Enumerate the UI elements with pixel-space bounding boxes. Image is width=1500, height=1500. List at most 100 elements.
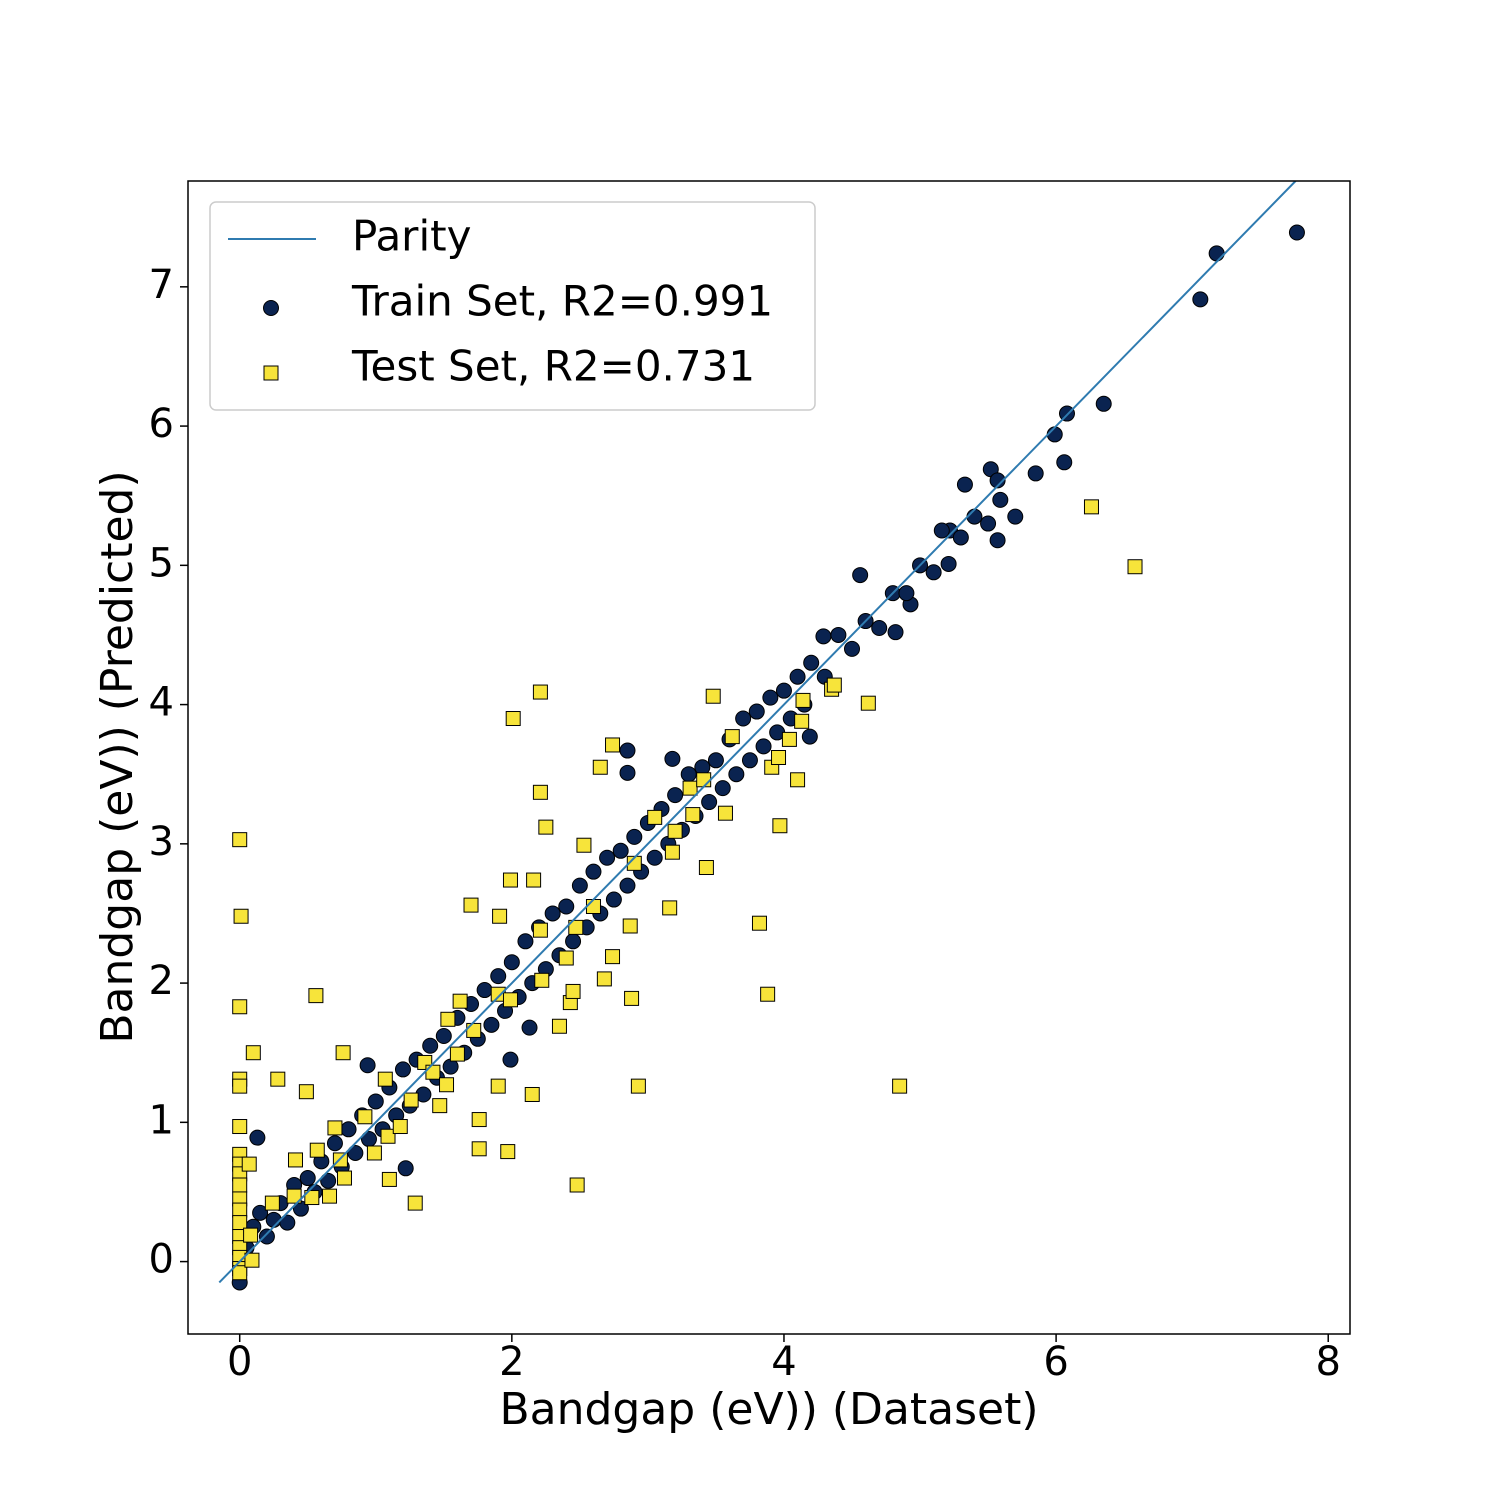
x-tick-label: 8 bbox=[1316, 1339, 1341, 1385]
legend: Parity Train Set, R2=0.991 Test Set, R2=0.… bbox=[209, 201, 816, 411]
data-point bbox=[357, 1109, 373, 1125]
y-tick-label: 2 bbox=[149, 958, 174, 1004]
data-point bbox=[551, 1018, 567, 1034]
data-point bbox=[1208, 245, 1225, 262]
data-point bbox=[258, 1228, 275, 1245]
data-point bbox=[980, 515, 997, 532]
data-point bbox=[707, 752, 724, 769]
data-point bbox=[698, 860, 714, 876]
data-point bbox=[335, 1045, 351, 1061]
data-point bbox=[1056, 454, 1073, 471]
data-point bbox=[502, 872, 518, 888]
x-axis-label: Bandgap (eV)) (Dataset) bbox=[499, 1384, 1038, 1435]
x-tick-label: 2 bbox=[499, 1339, 524, 1385]
data-point bbox=[502, 992, 518, 1008]
data-point bbox=[790, 772, 806, 788]
data-point bbox=[568, 919, 584, 935]
data-point bbox=[789, 668, 806, 685]
data-point bbox=[534, 972, 550, 988]
data-point bbox=[422, 1037, 439, 1054]
data-point bbox=[367, 1093, 384, 1110]
data-point bbox=[377, 1071, 393, 1087]
x-tick-label: 0 bbox=[227, 1339, 252, 1385]
y-axis-label: Bandgap (eV)) (Predicted) bbox=[92, 470, 143, 1043]
data-point bbox=[449, 1046, 465, 1062]
data-point bbox=[524, 1086, 540, 1102]
data-point bbox=[992, 491, 1009, 508]
data-point bbox=[662, 900, 678, 916]
data-point bbox=[680, 766, 697, 783]
data-point bbox=[771, 750, 787, 765]
data-point bbox=[452, 993, 468, 1009]
data-point bbox=[490, 1078, 506, 1094]
data-point bbox=[1095, 395, 1112, 412]
data-point bbox=[483, 1016, 500, 1033]
data-point bbox=[466, 1022, 482, 1038]
data-point bbox=[685, 807, 701, 823]
data-point bbox=[397, 1160, 414, 1177]
data-point bbox=[599, 849, 616, 866]
data-point bbox=[565, 933, 582, 950]
data-point bbox=[724, 729, 740, 745]
data-point bbox=[1083, 499, 1099, 515]
data-point bbox=[526, 872, 542, 888]
x-tick-label: 6 bbox=[1043, 1339, 1068, 1385]
y-tick-label: 1 bbox=[149, 1097, 174, 1143]
legend-label: Parity bbox=[352, 212, 471, 261]
data-point bbox=[232, 1215, 248, 1231]
data-point bbox=[596, 971, 612, 987]
data-point bbox=[569, 1177, 585, 1193]
data-point bbox=[714, 780, 731, 797]
data-point bbox=[432, 1098, 448, 1114]
data-point bbox=[492, 908, 508, 924]
data-point bbox=[279, 1214, 296, 1231]
data-point bbox=[476, 982, 493, 999]
data-point bbox=[624, 990, 640, 1006]
data-point bbox=[233, 908, 249, 924]
data-point bbox=[748, 703, 765, 720]
data-point bbox=[232, 1119, 248, 1135]
data-point bbox=[781, 731, 797, 747]
data-point bbox=[471, 1141, 487, 1157]
y-tick-label: 7 bbox=[149, 262, 174, 308]
data-point bbox=[435, 1028, 452, 1045]
data-point bbox=[232, 1177, 248, 1193]
data-point bbox=[243, 1227, 259, 1243]
data-point bbox=[612, 842, 629, 859]
data-point bbox=[503, 954, 520, 971]
parity-line bbox=[218, 181, 1297, 1284]
data-point bbox=[775, 682, 792, 699]
data-point bbox=[741, 752, 758, 769]
data-point bbox=[989, 532, 1006, 549]
data-point bbox=[309, 1142, 325, 1158]
data-point bbox=[630, 1078, 646, 1094]
data-point bbox=[1127, 559, 1143, 575]
data-point bbox=[696, 772, 712, 788]
data-point bbox=[394, 1061, 411, 1078]
data-point bbox=[298, 1084, 314, 1100]
data-point bbox=[558, 950, 574, 966]
data-point bbox=[558, 898, 575, 915]
data-point bbox=[439, 1077, 455, 1093]
data-point bbox=[925, 564, 942, 581]
data-point bbox=[622, 918, 638, 934]
data-point bbox=[605, 891, 622, 908]
data-point bbox=[667, 787, 684, 804]
data-point bbox=[701, 794, 718, 811]
data-point bbox=[270, 1071, 286, 1087]
data-point bbox=[852, 567, 869, 584]
y-tick-label: 6 bbox=[149, 401, 174, 447]
data-point bbox=[619, 877, 636, 894]
data-point bbox=[892, 1078, 908, 1094]
data-point bbox=[795, 692, 811, 708]
data-point bbox=[232, 999, 248, 1015]
data-point bbox=[336, 1170, 352, 1186]
data-point bbox=[755, 738, 772, 755]
data-point bbox=[425, 1064, 441, 1080]
data-point bbox=[1192, 291, 1209, 308]
data-point bbox=[898, 585, 915, 602]
data-point bbox=[380, 1128, 396, 1144]
data-point bbox=[952, 529, 969, 546]
data-point bbox=[803, 654, 820, 671]
